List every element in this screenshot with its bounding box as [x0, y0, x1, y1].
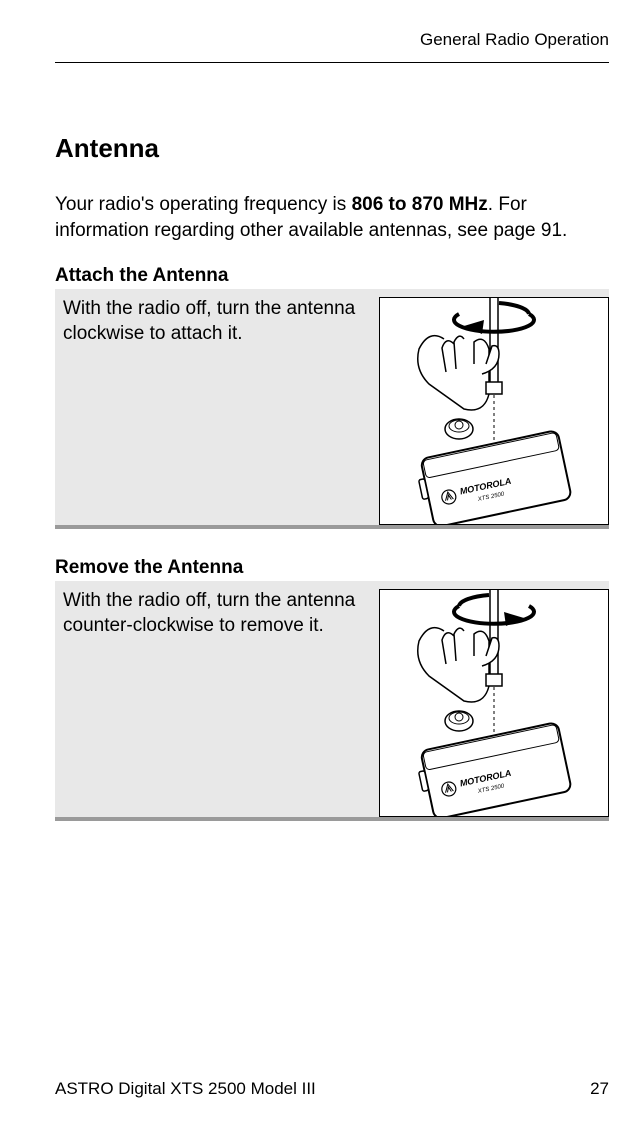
footer: ASTRO Digital XTS 2500 Model III 27 — [55, 1079, 609, 1099]
remove-text: With the radio off, turn the antenna cou… — [63, 589, 379, 638]
page: General Radio Operation Antenna Your rad… — [0, 0, 644, 1129]
attach-text: With the radio off, turn the antenna clo… — [63, 297, 379, 346]
remove-illustration: MOTOROLA XTS 2500 — [379, 589, 609, 817]
frequency-value: 806 to 870 MHz — [352, 194, 488, 215]
running-header: General Radio Operation — [55, 30, 609, 62]
radio-antenna-ccw-icon: MOTOROLA XTS 2500 — [404, 589, 584, 817]
running-header-text: General Radio Operation — [420, 30, 609, 49]
attach-heading: Attach the Antenna — [55, 265, 609, 287]
section-title: Antenna — [55, 133, 609, 164]
intro-paragraph: Your radio's operating frequency is 806 … — [55, 192, 609, 243]
remove-block: With the radio off, turn the antenna cou… — [55, 581, 609, 821]
header-rule — [55, 62, 609, 63]
footer-product: ASTRO Digital XTS 2500 Model III — [55, 1079, 316, 1099]
radio-antenna-cw-icon: MOTOROLA XTS 2500 — [404, 297, 584, 525]
attach-illustration: MOTOROLA XTS 2500 — [379, 297, 609, 525]
intro-pre: Your radio's operating frequency is — [55, 194, 352, 215]
page-number: 27 — [590, 1079, 609, 1099]
attach-block: With the radio off, turn the antenna clo… — [55, 289, 609, 529]
remove-heading: Remove the Antenna — [55, 557, 609, 579]
